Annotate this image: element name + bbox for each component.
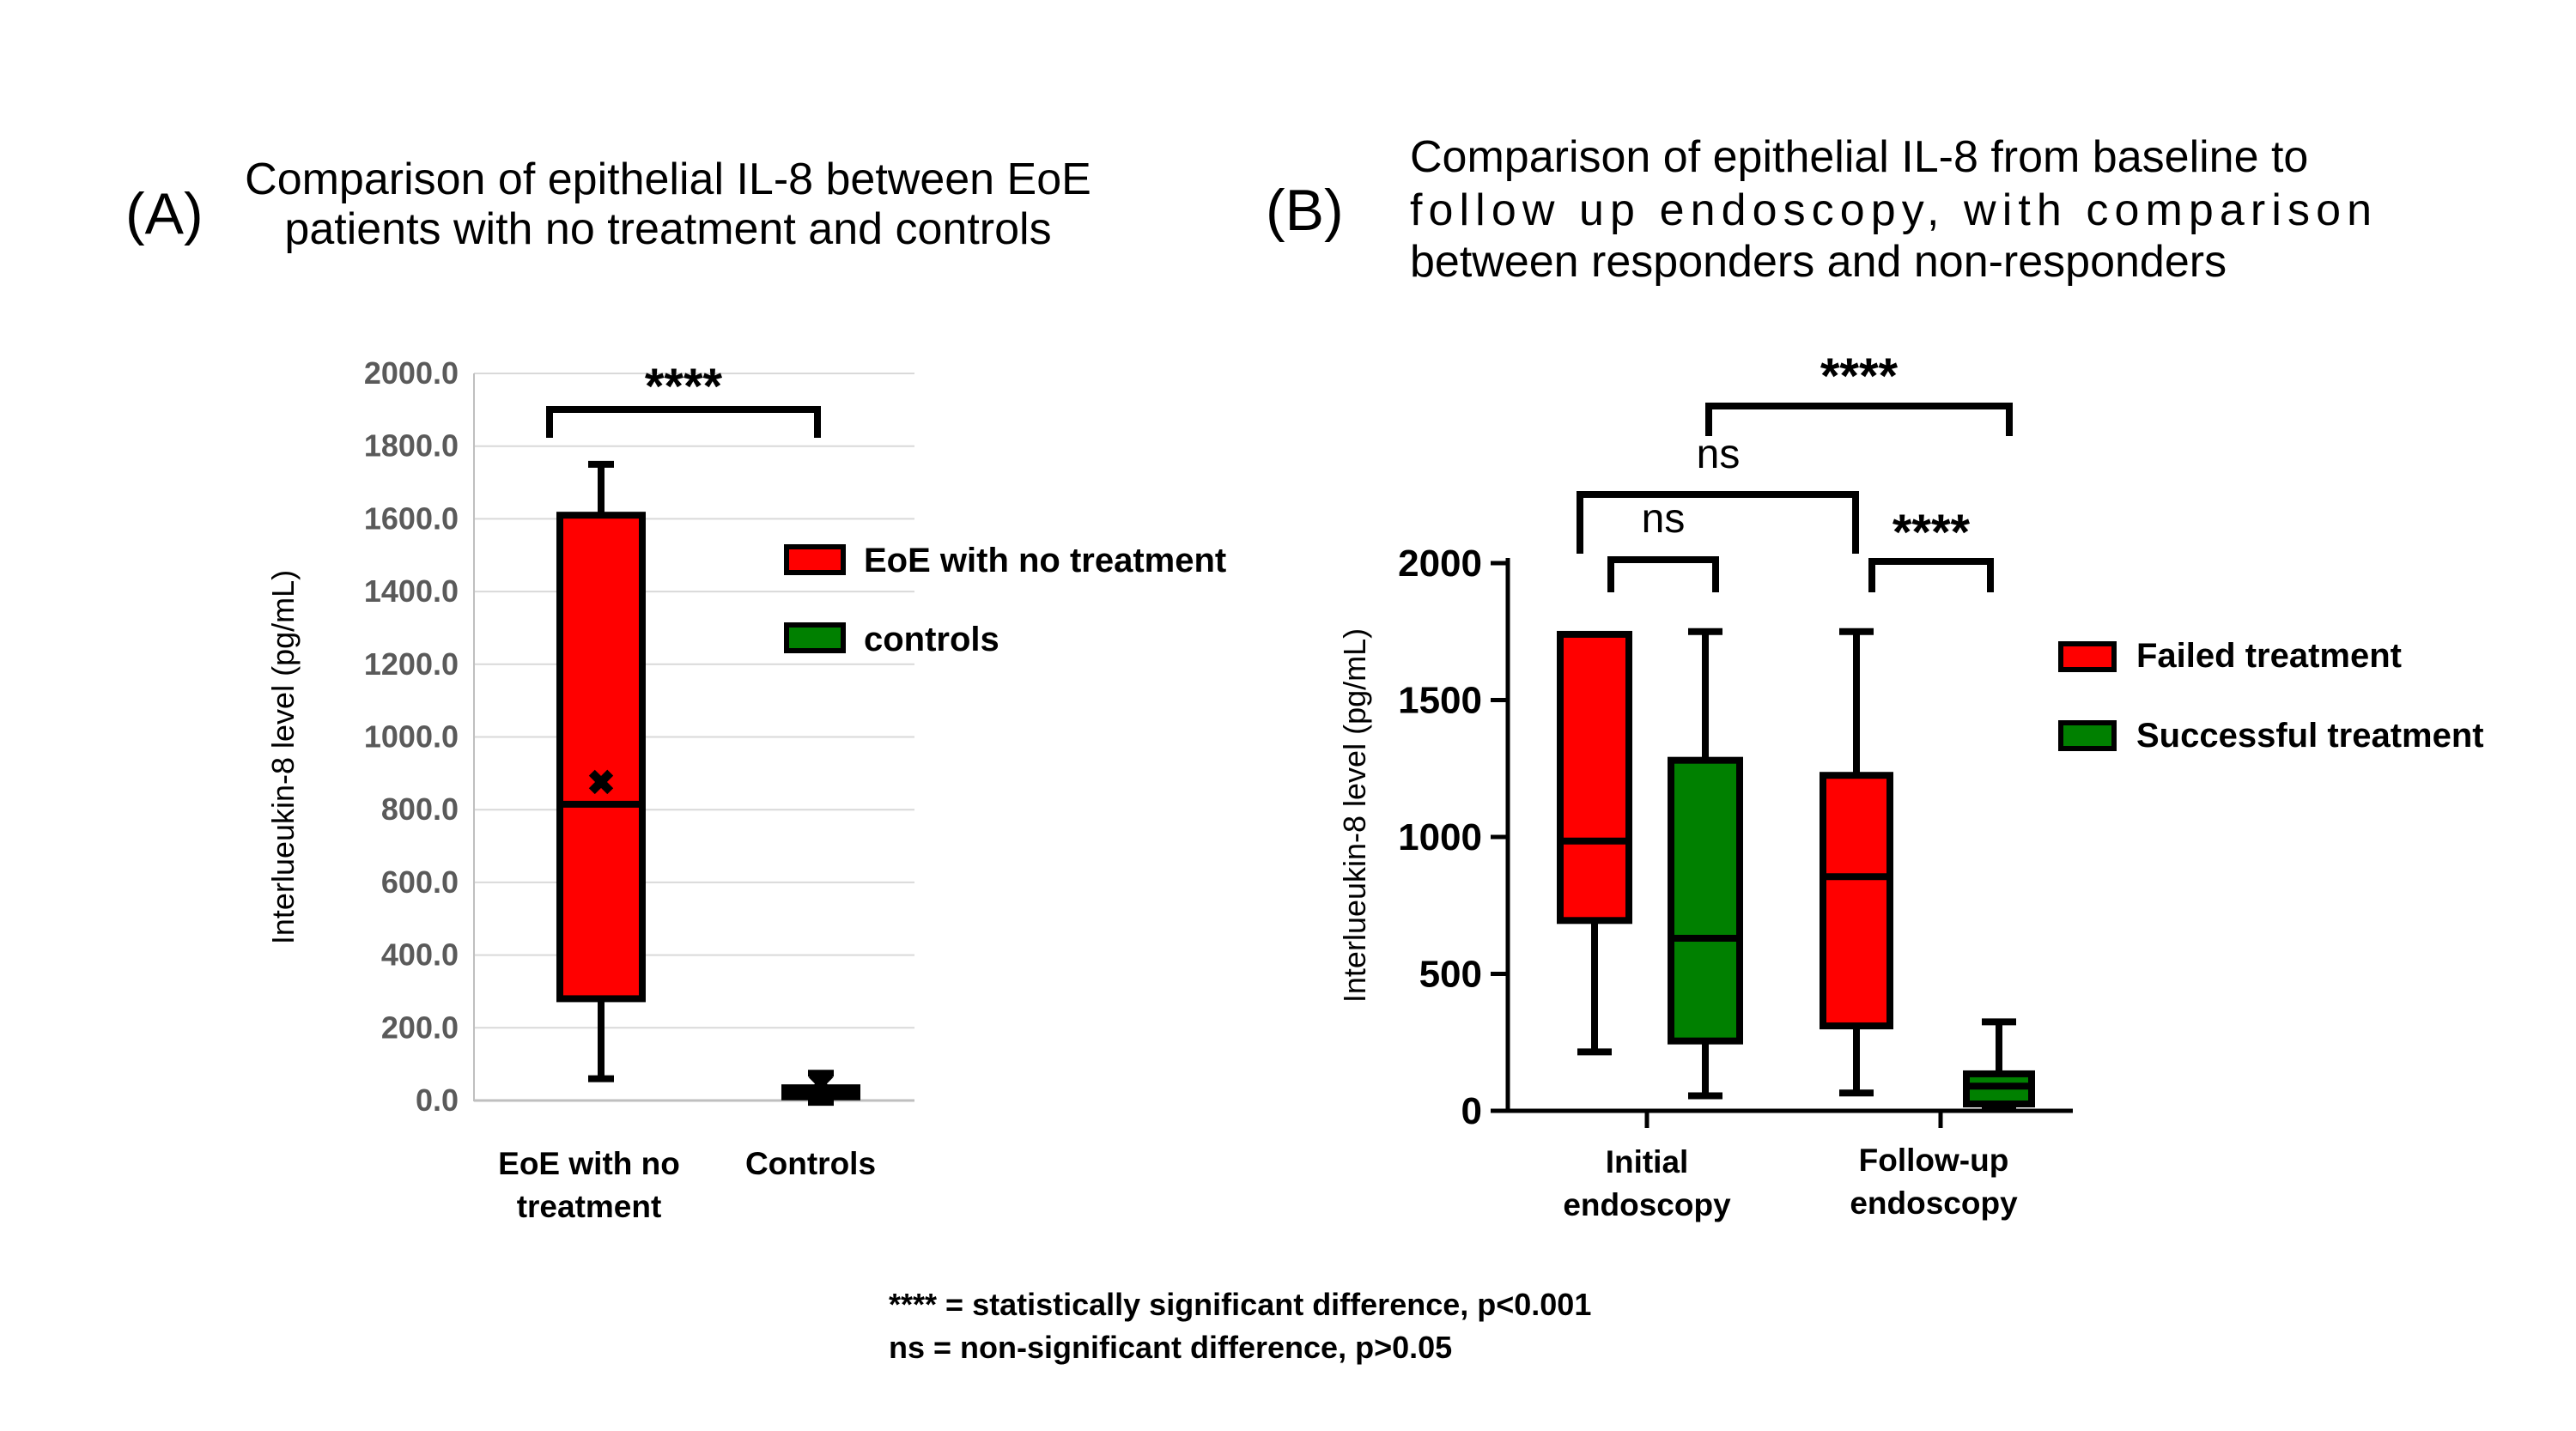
sig-label-initial-vs-follow-up-ns: ns	[1697, 432, 1741, 477]
panel-a-y-tick-1600-0: 1600.0	[364, 500, 459, 536]
panel-a-gridlines	[474, 373, 914, 1029]
panel-a-box-eoe-with-no-treatment-box	[556, 512, 646, 1003]
legend-label-successful-treatment: Successful treatment	[2136, 717, 2484, 755]
panel-b-legend: Failed treatment Successful treatment	[2058, 637, 2484, 755]
panel-a-boxes: ✖✖	[556, 460, 860, 1107]
panel-b-title-line-3: between responders and non-responders	[1410, 237, 2227, 287]
panel-b-title-line-2: follow up endoscopy, with comparison	[1410, 185, 2372, 235]
panel-a-bracket-line	[546, 406, 821, 438]
legend-label-failed-treatment: Failed treatment	[2136, 637, 2402, 675]
panel-b: (B) Comparison of epithelial IL-8 from b…	[1266, 132, 2484, 1222]
panel-b-y-tick-1500: 1500	[1398, 680, 1482, 722]
sig-label-follow-up-stars: ****	[1893, 505, 1971, 561]
panel-a-category-label-eoe-line-1: EoE with no	[498, 1146, 680, 1181]
bracket-follow-up-failed-vs-successful	[1868, 558, 1994, 592]
panel-b-box-failed-treatment-initial-endoscopy-box	[1557, 630, 1632, 925]
legend-swatch-successful-treatment	[2058, 720, 2117, 751]
panel-b-category-label-initial-line-1: Initial	[1606, 1144, 1689, 1179]
panel-a-y-tick-1800-0: 1800.0	[364, 428, 459, 464]
bracket-initial-vs-follow-up-failed	[1577, 491, 1859, 554]
legend-swatch-eoe-no-treatment	[784, 544, 846, 575]
panel-b-category-label-follow-up-line-2: endoscopy	[1850, 1185, 2018, 1221]
panel-b-significance-brackets: ns ns **** ****	[1577, 349, 2013, 592]
panel-a-y-tick-600-0: 600.0	[381, 864, 459, 900]
panel-a-y-tick-0-0: 0.0	[416, 1082, 459, 1118]
footnote-significant: **** = statistically significant differe…	[889, 1287, 1591, 1322]
panel-b-category-label-follow-up-line-1: Follow-up	[1859, 1143, 2009, 1178]
panel-a-title-line-2: patients with no treatment and controls	[284, 204, 1051, 254]
bracket-initial-failed-vs-successful	[1607, 556, 1719, 592]
panel-a-box-controls-mean-marker: ✖	[806, 1066, 835, 1104]
legend-swatch-failed-treatment	[2058, 641, 2117, 672]
panel-a-category-label-controls: Controls	[745, 1146, 876, 1181]
panel-a-box-eoe-with-no-treatment-mean-marker: ✖	[586, 764, 616, 802]
panel-a: (A) Comparison of epithelial IL-8 betwee…	[125, 155, 1226, 1224]
panel-b-y-tick-0: 0	[1461, 1090, 1482, 1132]
panel-a-category-label-eoe-line-2: treatment	[517, 1189, 662, 1224]
panel-b-y-axis-title: Interlueukin-8 level (pg/mL)	[1337, 628, 1372, 1003]
panel-b-y-tick-500: 500	[1419, 954, 1482, 996]
panel-a-y-tick-2000-0: 2000.0	[364, 355, 459, 391]
panel-a-y-tick-200-0: 200.0	[381, 1010, 459, 1045]
panel-a-significance-bracket: ****	[546, 359, 821, 438]
panel-a-letter: (A)	[125, 181, 204, 246]
panel-a-y-tick-1200-0: 1200.0	[364, 646, 459, 682]
panel-b-category-label-initial-line-2: endoscopy	[1563, 1187, 1731, 1222]
sig-label-successful-stars: ****	[1820, 349, 1899, 404]
legend-label-controls: controls	[864, 621, 999, 658]
panel-b-box-successful-treatment-initial-endoscopy-box	[1668, 756, 1743, 1045]
panel-a-y-tick-400-0: 400.0	[381, 937, 459, 973]
panel-a-significance-label: ****	[645, 359, 723, 415]
panel-a-y-tick-1000-0: 1000.0	[364, 719, 459, 755]
panel-b-title-line-1: Comparison of epithelial IL-8 from basel…	[1410, 132, 2308, 182]
panel-a-y-tick-800-0: 800.0	[381, 791, 459, 827]
footnote-non-significant: ns = non-significant difference, p>0.05	[889, 1330, 1452, 1365]
panel-b-box-failed-treatment-follow-up-endoscopy-box	[1820, 772, 1893, 1030]
panel-a-y-axis-title: Interlueukin-8 level (pg/mL)	[265, 570, 301, 944]
panel-a-y-tick-1400-0: 1400.0	[364, 573, 459, 609]
sig-label-initial-ns: ns	[1642, 496, 1686, 542]
panel-a-legend: EoE with no treatment controls	[784, 542, 1226, 658]
panel-b-y-tick-1000: 1000	[1398, 816, 1482, 858]
bracket-successful-initial-vs-follow-up	[1705, 403, 2013, 436]
panel-b-y-ticks: 0 500 1000 1500 2000	[1398, 543, 1508, 1132]
panel-b-boxes	[1557, 628, 2035, 1111]
panel-b-letter: (B)	[1266, 178, 1344, 243]
legend-swatch-controls	[784, 622, 846, 653]
panel-b-y-tick-2000: 2000	[1398, 543, 1482, 585]
legend-label-eoe-no-treatment: EoE with no treatment	[864, 542, 1226, 579]
panel-a-title-line-1: Comparison of epithelial IL-8 between Eo…	[245, 155, 1091, 204]
panel-a-y-tick-labels: 0.0 200.0 400.0 600.0 800.0 1000.0 1200.0 1400.…	[364, 355, 459, 1118]
